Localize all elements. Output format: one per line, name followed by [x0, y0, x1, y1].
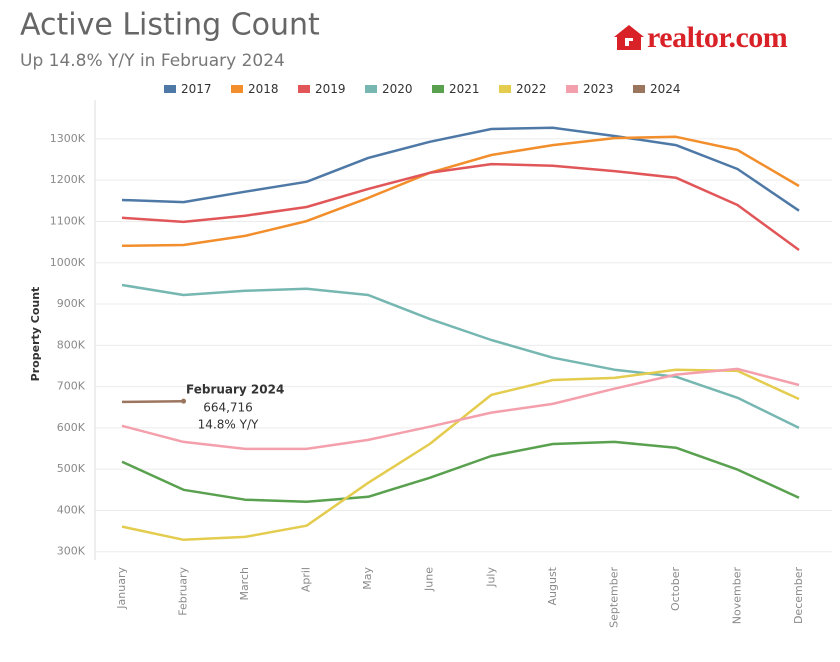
legend-swatch: [365, 85, 377, 93]
legend-label: 2024: [650, 82, 681, 96]
y-tick-label: 400K: [57, 503, 86, 516]
x-tick-label: March: [238, 567, 251, 601]
series-line: [121, 162, 800, 252]
x-tick-label: October: [669, 567, 682, 611]
y-tick-label: 600K: [57, 421, 86, 434]
y-tick-label: 1000K: [50, 256, 86, 269]
logo: realtor.com: [647, 21, 788, 54]
annotation-change: 14.8% Y/Y: [198, 418, 259, 432]
legend-label: 2019: [315, 82, 346, 96]
legend-label: 2023: [583, 82, 614, 96]
annotation-point: [181, 398, 187, 404]
x-tick-label: July: [484, 567, 497, 588]
y-tick-label: 1200K: [50, 173, 86, 186]
legend-swatch: [231, 85, 243, 93]
legend-label: 2018: [248, 82, 279, 96]
series-line: [121, 126, 800, 212]
legend-label: 2021: [449, 82, 480, 96]
logo-icon: [614, 25, 644, 50]
series-line: [121, 367, 800, 451]
legend-label: 2017: [181, 82, 212, 96]
y-tick-label: 900K: [57, 297, 86, 310]
annotation-value: 664,716: [203, 401, 253, 415]
legend-swatch: [499, 85, 511, 93]
legend-swatch: [566, 85, 578, 93]
series-line: [121, 135, 800, 248]
chart-title: Active Listing Count: [20, 8, 320, 43]
x-tick-label: June: [423, 567, 436, 592]
legend-swatch: [633, 85, 645, 93]
y-tick-label: 1100K: [50, 214, 86, 227]
series-line: [121, 399, 184, 404]
series-line: [121, 283, 800, 430]
x-tick-label: April: [300, 567, 313, 592]
y-axis-label: Property Count: [29, 287, 42, 382]
x-tick-label: November: [730, 567, 743, 625]
y-tick-label: 500K: [57, 462, 86, 475]
legend-label: 2020: [382, 82, 413, 96]
chart-subtitle: Up 14.8% Y/Y in February 2024: [20, 51, 285, 71]
annotation-title: February 2024: [186, 383, 284, 397]
x-tick-label: August: [546, 566, 559, 605]
x-tick-label: January: [115, 567, 128, 610]
legend-swatch: [432, 85, 444, 93]
x-tick-label: February: [177, 567, 190, 616]
legend-swatch: [164, 85, 176, 93]
y-tick-label: 300K: [57, 545, 86, 558]
legend-swatch: [298, 85, 310, 93]
x-tick-label: December: [792, 567, 805, 625]
x-tick-label: May: [361, 567, 374, 590]
series-line: [121, 440, 800, 504]
y-tick-label: 1300K: [50, 132, 86, 145]
y-tick-label: 700K: [57, 380, 86, 393]
legend-label: 2022: [516, 82, 547, 96]
x-tick-label: September: [607, 567, 620, 628]
y-tick-label: 800K: [57, 338, 86, 351]
